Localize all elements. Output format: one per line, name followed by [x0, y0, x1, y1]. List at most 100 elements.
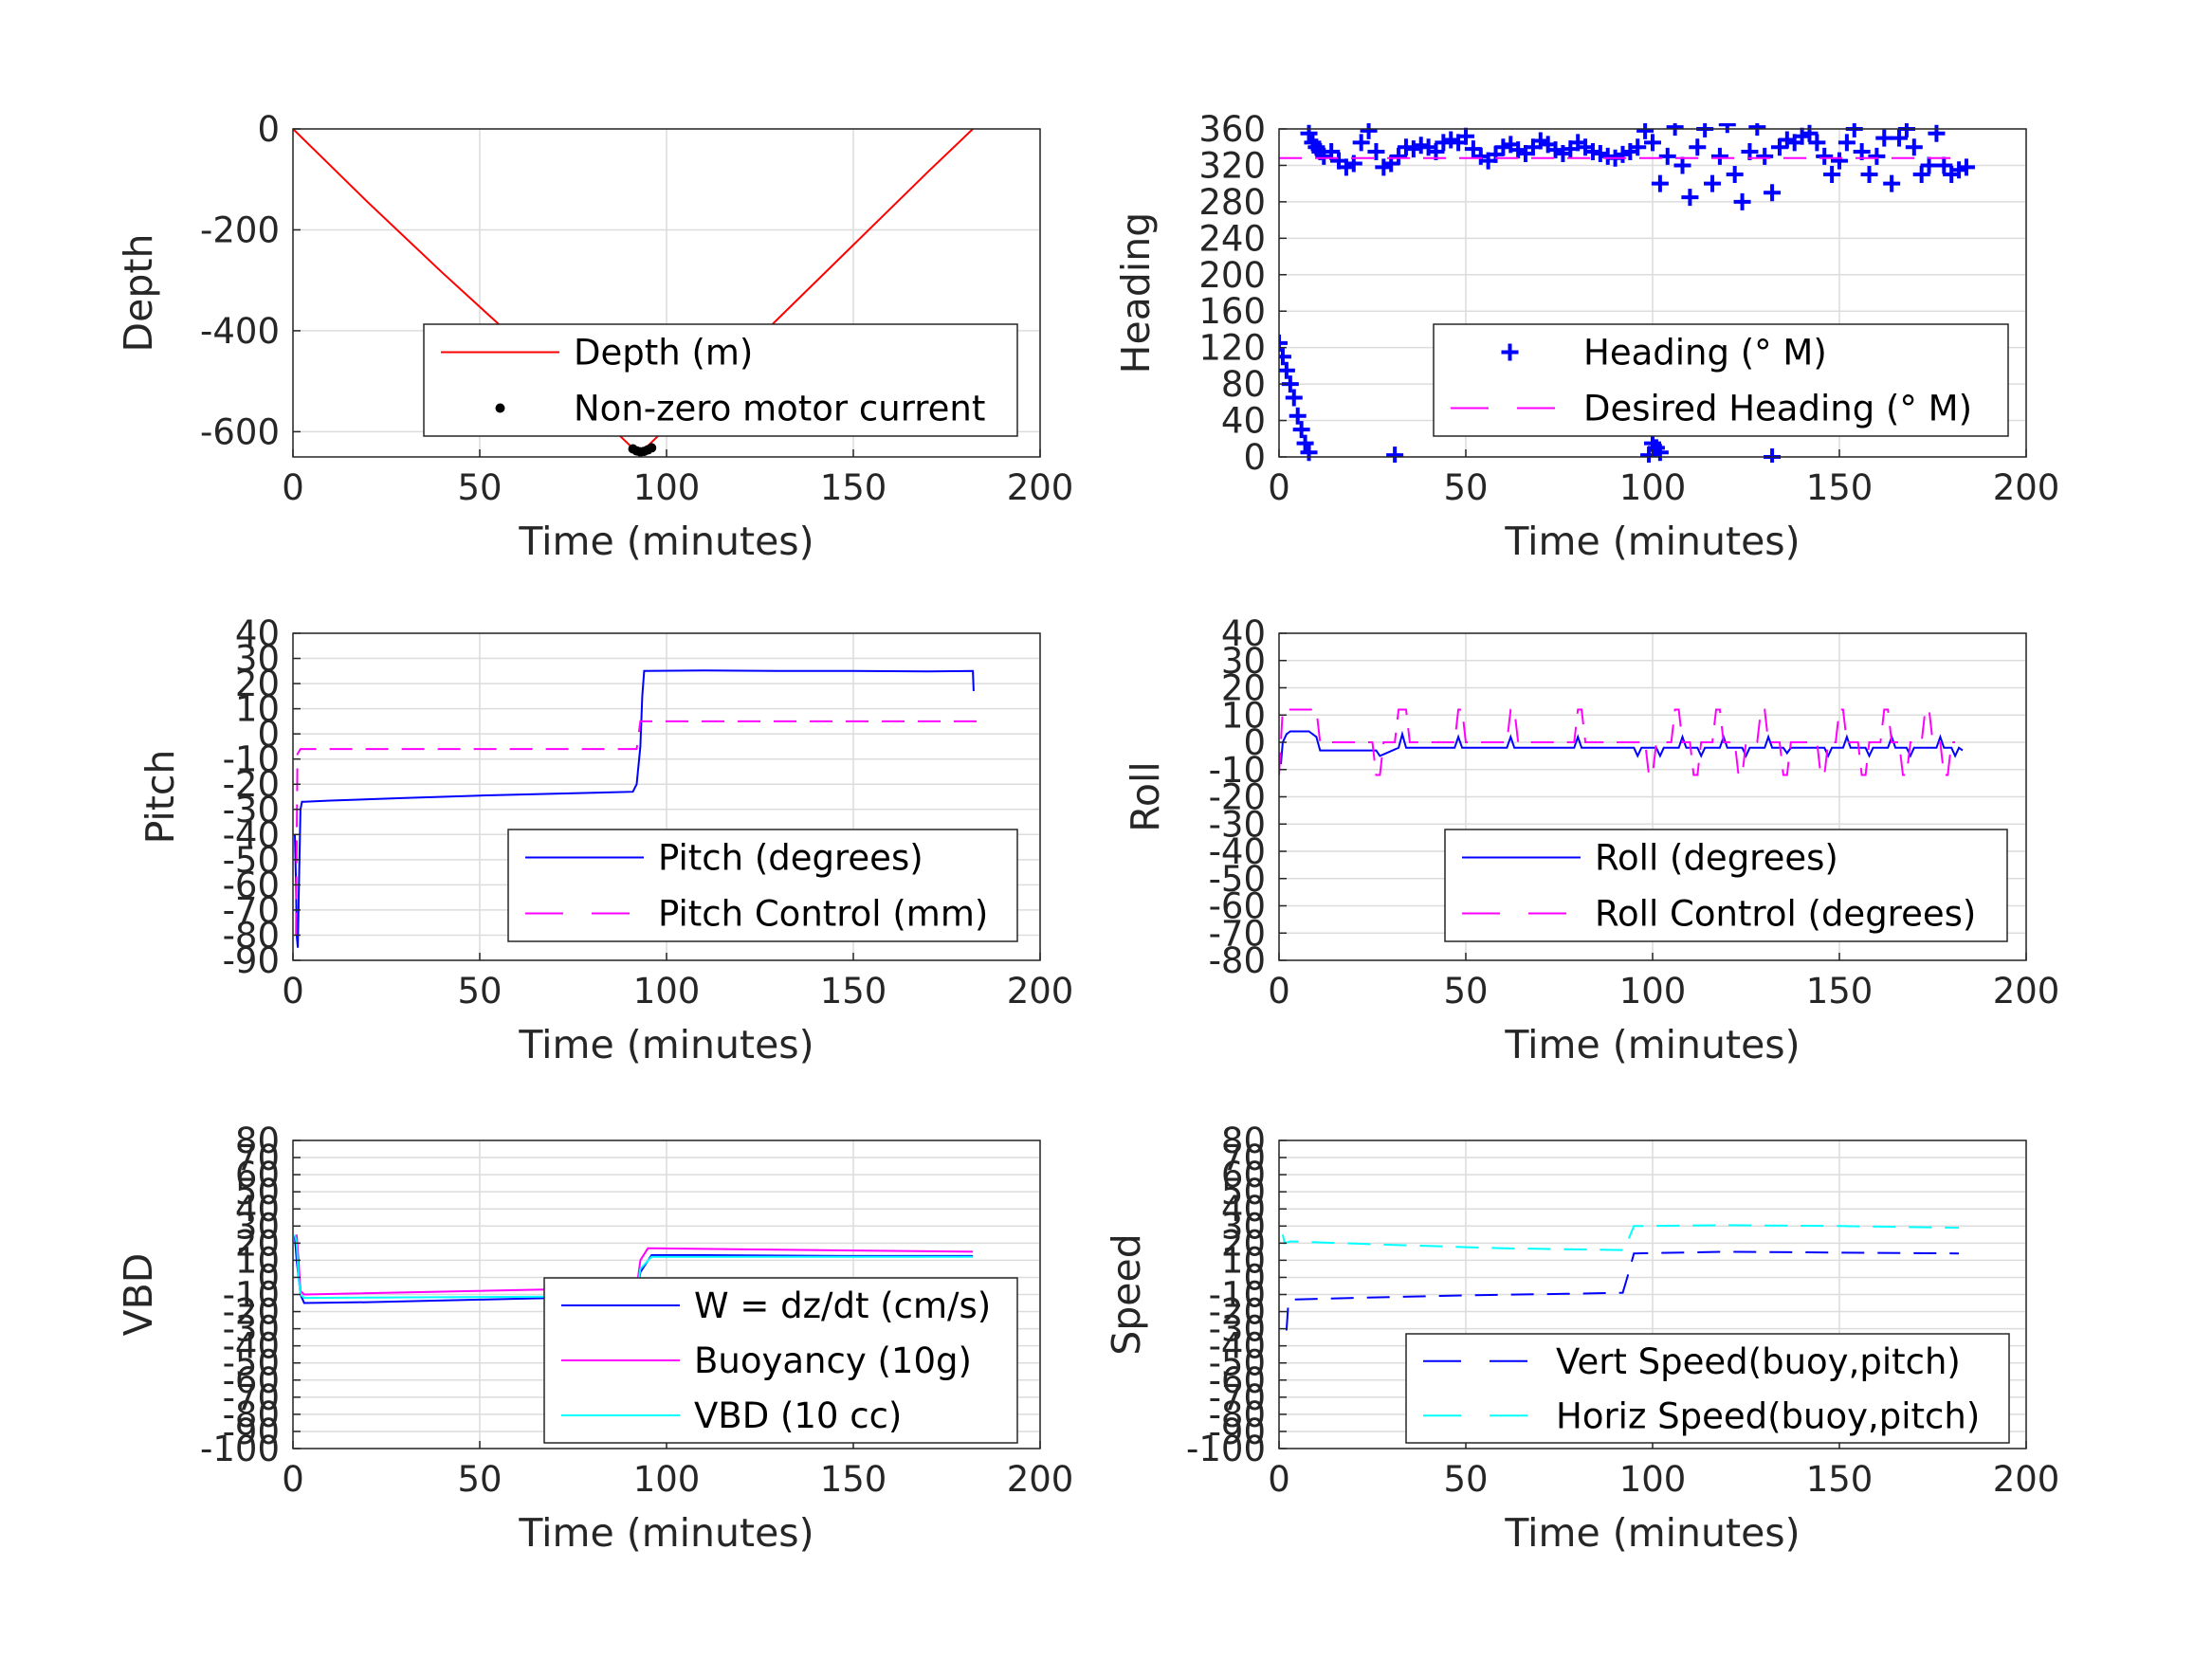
y-tick-label: 0 — [1243, 437, 1266, 478]
heading-marker — [1285, 389, 1303, 407]
x-tick-label: 50 — [1443, 971, 1488, 1012]
y-tick-label: 30 — [1221, 1206, 1266, 1247]
y-tick-label: -60 — [223, 865, 280, 905]
legend-entry-label: VBD (10 cc) — [694, 1395, 902, 1436]
y-tick-label: 120 — [1198, 328, 1266, 369]
heading-marker — [1300, 124, 1318, 142]
heading-marker — [1710, 147, 1728, 165]
vbd-panel: 0 50 100 150 20080706050403020100-10-20-30-4… — [116, 1121, 1073, 1556]
x-axis-label: Time (minutes) — [1504, 519, 1800, 564]
y-tick-label: -30 — [1209, 804, 1266, 845]
x-tick-label: 150 — [820, 1459, 887, 1500]
x-tick-label: 50 — [1443, 1459, 1488, 1500]
y-tick-label: -30 — [1209, 1309, 1266, 1350]
heading-marker — [1860, 166, 1878, 184]
x-axis-label: Time (minutes) — [1504, 1022, 1800, 1067]
y-tick-label: -100 — [1186, 1429, 1266, 1469]
legend-entry-label: Roll Control (degrees) — [1595, 894, 1976, 935]
y-tick-label: 80 — [1221, 364, 1266, 405]
x-tick-label: 200 — [1007, 971, 1074, 1012]
heading-marker — [1636, 123, 1654, 139]
pitch-series-0 — [294, 669, 975, 948]
heading-marker — [1386, 447, 1404, 463]
roll-series-1 — [1279, 708, 1956, 776]
y-tick-label: -20 — [1209, 1292, 1266, 1333]
motor-current-dot — [647, 443, 657, 453]
heading-marker — [1300, 444, 1318, 462]
vbd-series-2 — [294, 1234, 974, 1300]
y-tick-label: -20 — [223, 1292, 280, 1333]
legend-entry-label: Heading (° M) — [1583, 333, 1827, 374]
x-tick-label: 0 — [282, 971, 304, 1012]
legend-marker-dot — [495, 403, 505, 413]
legend-entry-label: W = dz/dt (cm/s) — [694, 1285, 991, 1326]
pitch-panel: 0 50 100 150 200403020100-10-20-30-40-50-60-… — [137, 613, 1073, 1067]
pitch-series-1 — [295, 720, 977, 936]
x-tick-label: 150 — [1806, 467, 1874, 508]
y-tick-label: -50 — [223, 1343, 280, 1384]
y-tick-label: -80 — [1209, 940, 1266, 981]
pitch-data — [294, 669, 977, 948]
legend-box — [1444, 829, 2008, 942]
y-tick-label: 30 — [1221, 641, 1266, 682]
legend-entry-label: Buoyancy (10g) — [694, 1340, 972, 1381]
y-tick-label: 40 — [1221, 613, 1266, 654]
y-tick-label: 10 — [235, 1240, 280, 1281]
y-tick-label: 70 — [235, 1138, 280, 1178]
heading-marker — [1823, 166, 1841, 184]
heading-marker — [1666, 123, 1684, 137]
heading-marker — [1279, 334, 1288, 352]
y-tick-label: -20 — [1209, 777, 1266, 818]
y-axis-label: Pitch — [137, 750, 183, 845]
legend-entry-label: Horiz Speed(buoy,pitch) — [1556, 1395, 1980, 1436]
x-tick-label: 0 — [1268, 467, 1290, 508]
y-tick-label: -40 — [223, 814, 280, 855]
heading-marker — [1748, 123, 1766, 137]
y-axis-label: Roll — [1123, 761, 1168, 832]
y-tick-label: 40 — [235, 1189, 280, 1230]
y-tick-label: -80 — [223, 915, 280, 956]
y-tick-label: -40 — [1209, 1326, 1266, 1367]
x-tick-label: 0 — [1268, 1459, 1290, 1500]
roll-data — [1279, 708, 1964, 776]
x-tick-label: 0 — [1268, 971, 1290, 1012]
y-tick-label: -60 — [1209, 886, 1266, 927]
y-tick-label: -60 — [1209, 1360, 1266, 1401]
x-tick-label: 150 — [820, 467, 887, 508]
legend-entry-label: Pitch Control (mm) — [658, 894, 988, 935]
heading-marker — [1808, 134, 1826, 152]
y-tick-label: -50 — [1209, 1343, 1266, 1384]
heading-marker — [1629, 138, 1647, 156]
y-tick-label: -50 — [1209, 859, 1266, 900]
y-tick-label: 160 — [1198, 291, 1266, 332]
heading-marker — [1733, 192, 1751, 210]
y-tick-label: -80 — [1209, 1395, 1266, 1435]
speed-series-1 — [1281, 1224, 1960, 1251]
heading-marker — [1296, 434, 1314, 452]
heading-marker — [1279, 348, 1291, 366]
y-tick-label: 10 — [235, 689, 280, 730]
y-tick-label: -90 — [1209, 1412, 1266, 1452]
legend-box — [507, 829, 1018, 942]
y-tick-label: 20 — [1221, 1223, 1266, 1264]
heading-marker — [1718, 123, 1736, 134]
x-tick-label: 0 — [282, 1459, 304, 1500]
heading-marker — [1905, 138, 1923, 156]
x-axis-label: Time (minutes) — [1504, 1510, 1800, 1556]
heading-marker — [1875, 129, 1893, 147]
y-tick-label: -100 — [200, 1429, 280, 1469]
legend-box — [1433, 323, 2009, 437]
y-tick-label: 60 — [235, 1155, 280, 1195]
heading-marker — [1689, 138, 1707, 156]
legend-entry-label: Roll (degrees) — [1595, 838, 1838, 879]
y-tick-label: 40 — [1221, 401, 1266, 442]
y-tick-label: 20 — [1221, 668, 1266, 709]
pitch-legend: Pitch (degrees) Pitch Control (mm) — [507, 829, 1018, 942]
x-tick-label: 50 — [457, 467, 502, 508]
y-tick-label: -10 — [1209, 750, 1266, 791]
heading-series-0 — [1279, 123, 1975, 463]
y-tick-label: -70 — [223, 890, 280, 931]
y-tick-label: 40 — [235, 613, 280, 654]
y-tick-label: 280 — [1198, 182, 1266, 223]
